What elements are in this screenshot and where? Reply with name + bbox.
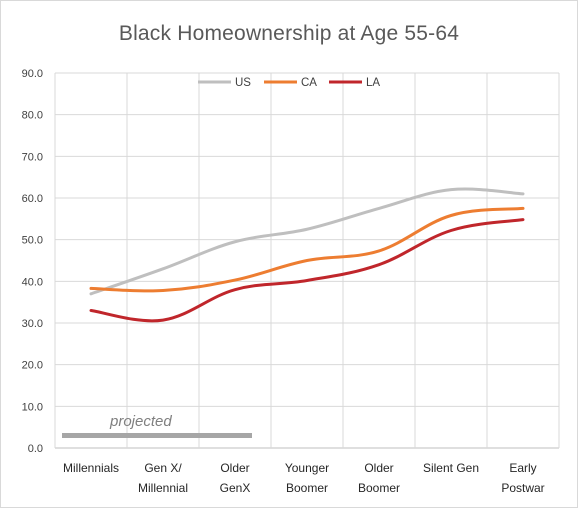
y-tick-label: 10.0 (22, 401, 43, 413)
y-tick-label: 70.0 (22, 151, 43, 163)
projected-annotation: projected (62, 413, 252, 438)
legend-label-us: US (235, 77, 251, 89)
y-tick-label: 40.0 (22, 276, 43, 288)
y-axis-ticks: 0.0 10.0 20.0 30.0 40.0 50.0 60.0 70.0 80.0 90.0 (22, 68, 43, 455)
x-tick-label: Older GenX (220, 461, 251, 495)
y-tick-label: 20.0 (22, 360, 43, 372)
x-axis-ticks: Millennials Gen X/Millennial Older GenX Youn… (63, 461, 545, 495)
x-tick-label: Gen X/Millennial (138, 461, 188, 495)
y-tick-label: 90.0 (22, 68, 43, 80)
y-tick-label: 50.0 (22, 235, 43, 247)
x-tick-label: Older Boomer (358, 461, 400, 495)
legend-label-la: LA (366, 77, 380, 89)
grid-lines (54, 72, 560, 449)
series-line-la (89, 218, 525, 323)
chart-title: Black Homeownership at Age 55-64 (118, 22, 460, 45)
x-tick-label: Millennials (63, 461, 119, 475)
y-tick-label: 30.0 (22, 318, 43, 330)
y-tick-label: 80.0 (22, 110, 43, 122)
projected-label: projected (109, 413, 172, 430)
x-tick-label: Younger Boomer (285, 461, 329, 495)
y-tick-label: 60.0 (22, 193, 43, 205)
y-tick-label: 0.0 (28, 443, 43, 455)
series-line-us (89, 187, 525, 296)
x-tick-label: Early Postwar (501, 461, 544, 495)
legend: US CA LA (198, 77, 380, 89)
series-lines (89, 187, 525, 323)
series-line-ca (89, 206, 525, 293)
legend-label-ca: CA (301, 77, 317, 89)
x-tick-label: Silent Gen (423, 461, 479, 475)
